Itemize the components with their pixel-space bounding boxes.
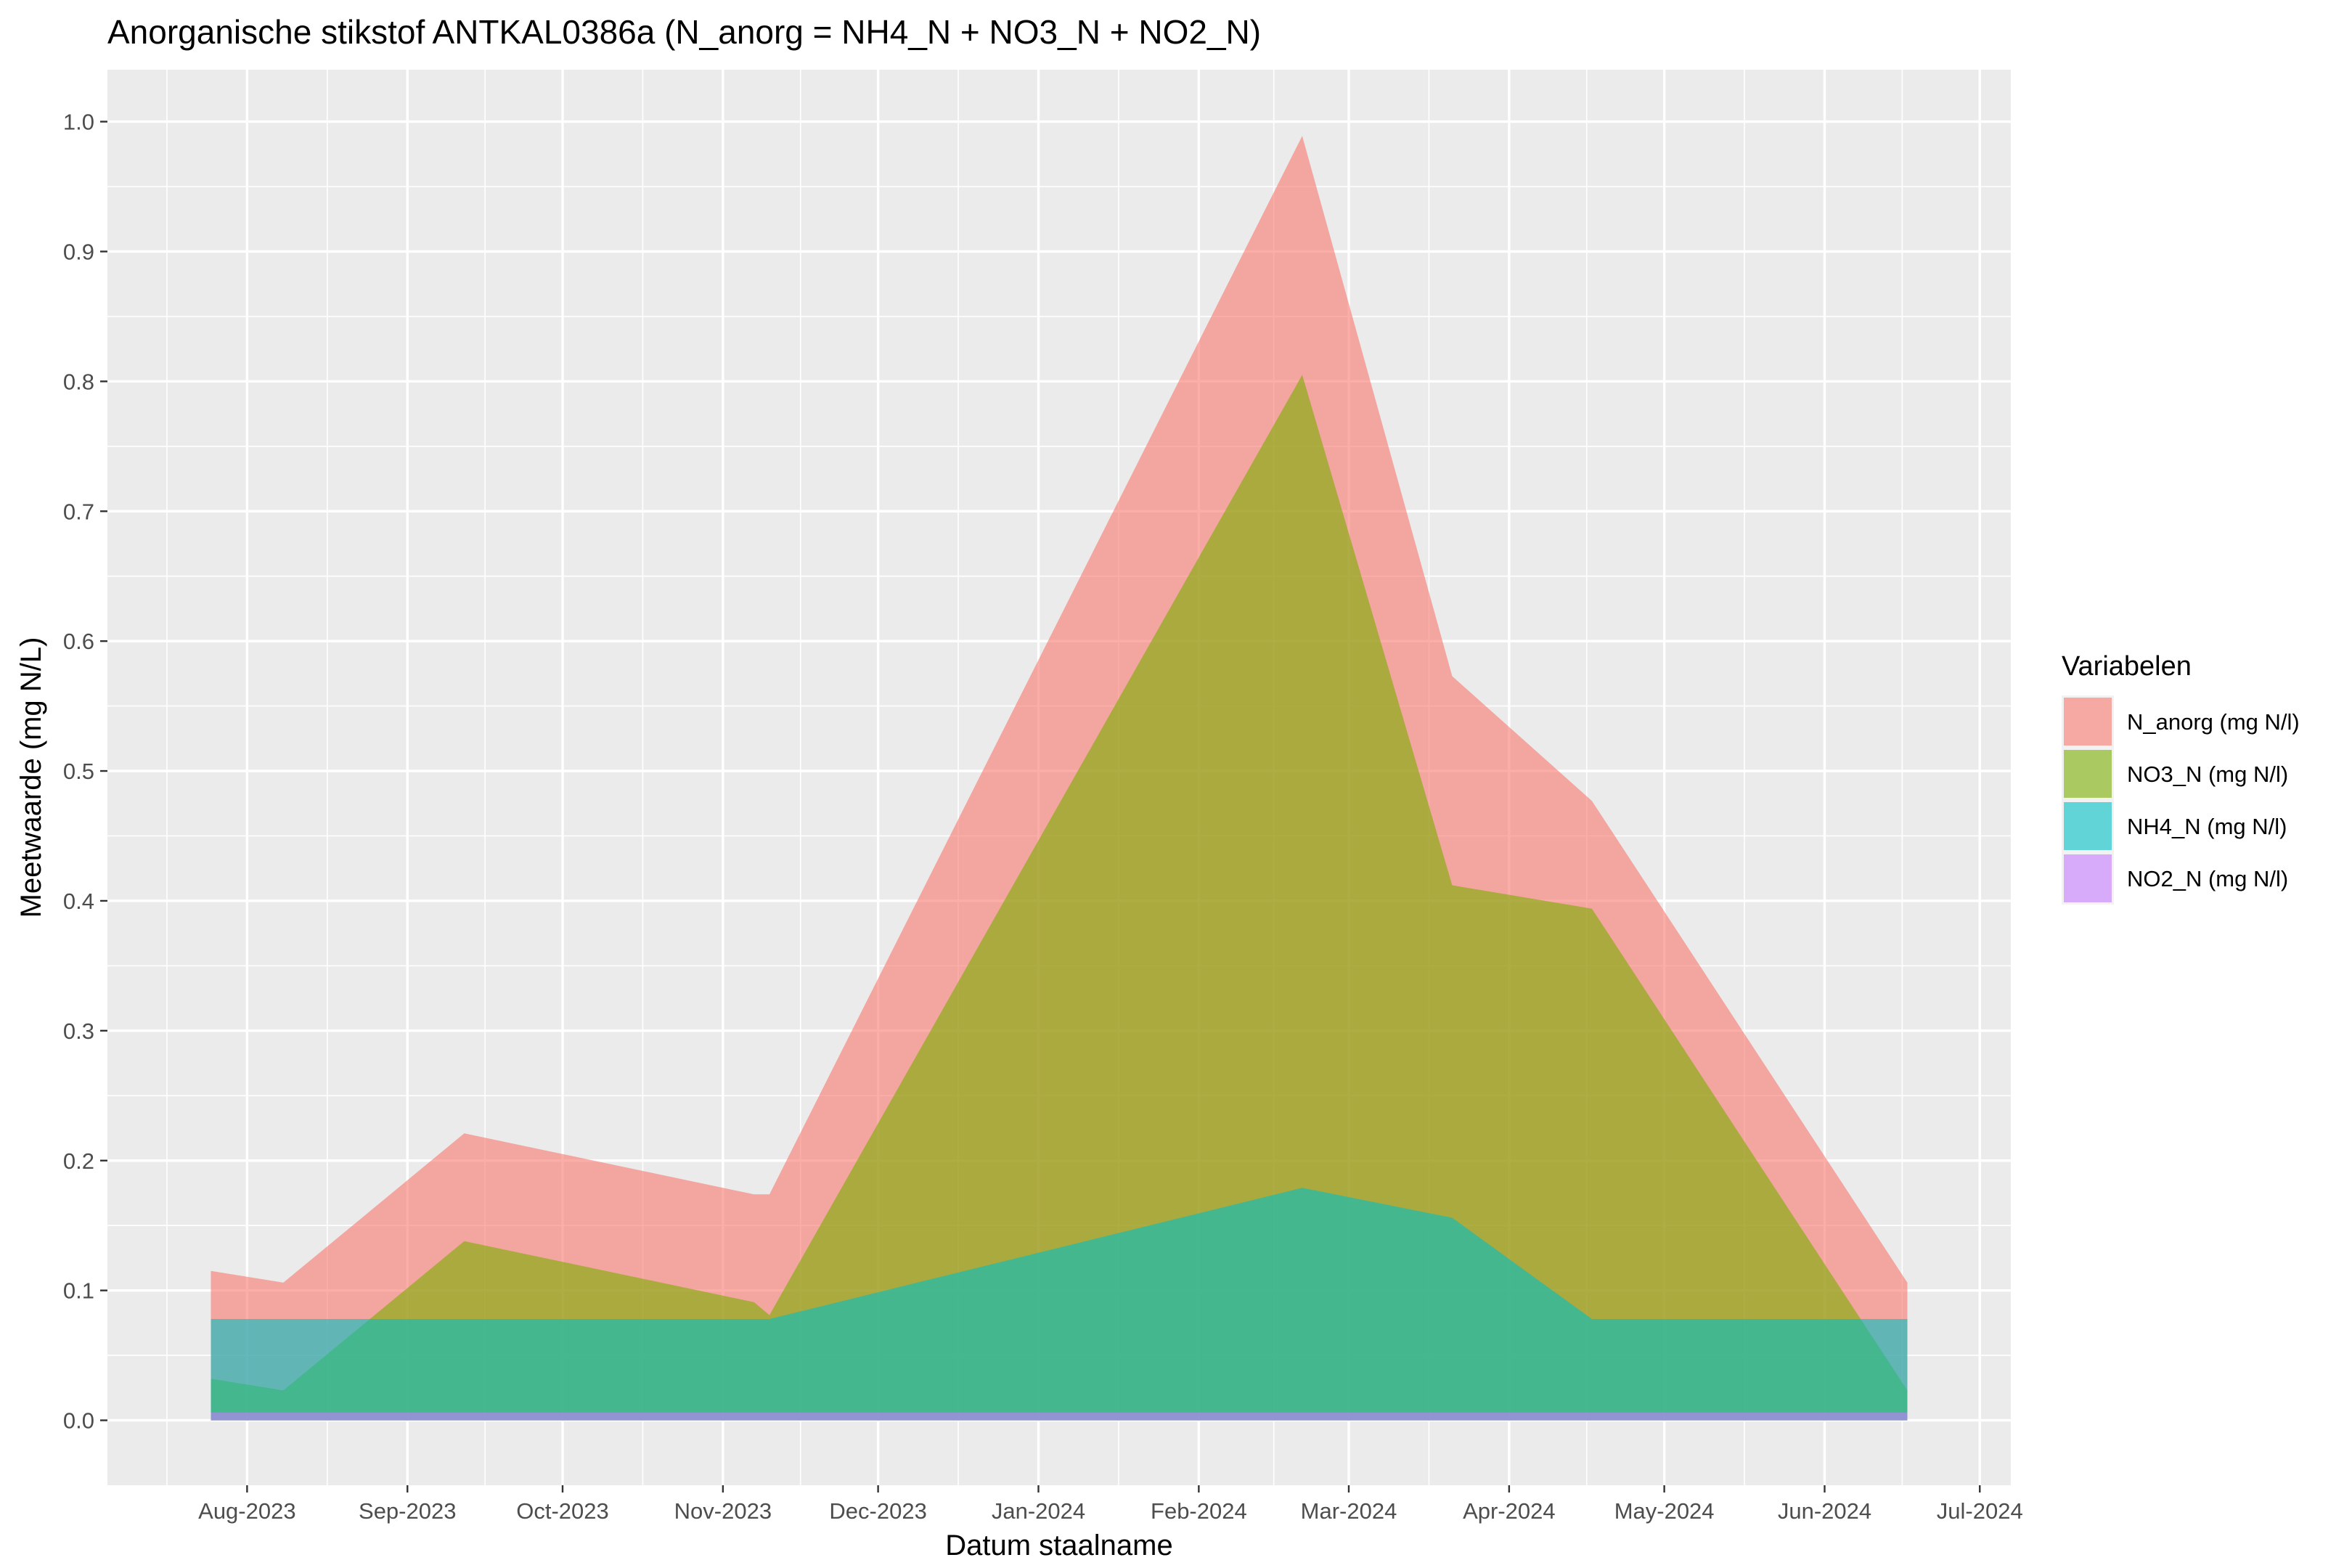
x-tick-label: Dec-2023: [829, 1498, 926, 1524]
x-tick-label: Jan-2024: [992, 1498, 1085, 1524]
x-tick-label: Mar-2024: [1301, 1498, 1397, 1524]
y-tick-label: 0.0: [63, 1408, 94, 1434]
area-series-3: [211, 1188, 1908, 1421]
x-axis: Aug-2023 Sep-2023 Oct-2023 Nov-2023 Dec-2023…: [198, 1485, 2023, 1524]
x-tick-label: Sep-2023: [359, 1498, 456, 1524]
y-axis: 0.0 0.1 0.2 0.3 0.4 0.5 0.6 0.7 0.8 0.9 1.0: [63, 110, 107, 1434]
x-tick-label: Jun-2024: [1778, 1498, 1871, 1524]
y-tick-label: 0.8: [63, 369, 94, 394]
legend-label: N_anorg (mg N/l): [2127, 709, 2300, 735]
legend-label: NO3_N (mg N/l): [2127, 761, 2288, 787]
legend-swatch: [2064, 750, 2112, 798]
legend-swatch: [2064, 698, 2112, 746]
x-tick-label: Aug-2023: [198, 1498, 295, 1524]
x-axis-title: Datum staalname: [945, 1530, 1172, 1561]
y-tick-label: 0.4: [63, 889, 94, 914]
x-tick-label: Jul-2024: [1937, 1498, 2023, 1524]
x-tick-label: Oct-2023: [516, 1498, 609, 1524]
legend-swatch: [2064, 854, 2112, 902]
chart-title: Anorganische stikstof ANTKAL0386a (N_ano…: [107, 13, 1261, 51]
y-tick-label: 0.9: [63, 239, 94, 264]
y-tick-label: 0.5: [63, 759, 94, 784]
y-tick-label: 0.6: [63, 629, 94, 654]
y-tick-label: 1.0: [63, 110, 94, 135]
y-axis-title: Meetwaarde (mg N/L): [15, 637, 47, 918]
legend-label: NO2_N (mg N/l): [2127, 866, 2288, 891]
legend-swatch: [2064, 802, 2112, 850]
y-tick-label: 0.2: [63, 1148, 94, 1174]
area-series-4: [211, 1412, 1908, 1421]
area-series-layer: [211, 136, 1908, 1421]
y-tick-label: 0.1: [63, 1278, 94, 1304]
x-tick-label: Apr-2024: [1463, 1498, 1556, 1524]
legend: Variabelen N_anorg (mg N/l) NO3_N (mg N/l…: [2062, 651, 2300, 905]
x-tick-label: Feb-2024: [1151, 1498, 1247, 1524]
x-tick-label: Nov-2023: [674, 1498, 772, 1524]
legend-title: Variabelen: [2062, 651, 2192, 682]
x-tick-label: May-2024: [1614, 1498, 1715, 1524]
area-series-2: [211, 375, 1908, 1421]
y-tick-label: 0.7: [63, 499, 94, 524]
legend-label: NH4_N (mg N/l): [2127, 814, 2287, 839]
legend-items: N_anorg (mg N/l) NO3_N (mg N/l) NH4_N (mg …: [2062, 695, 2300, 905]
y-tick-label: 0.3: [63, 1018, 94, 1044]
